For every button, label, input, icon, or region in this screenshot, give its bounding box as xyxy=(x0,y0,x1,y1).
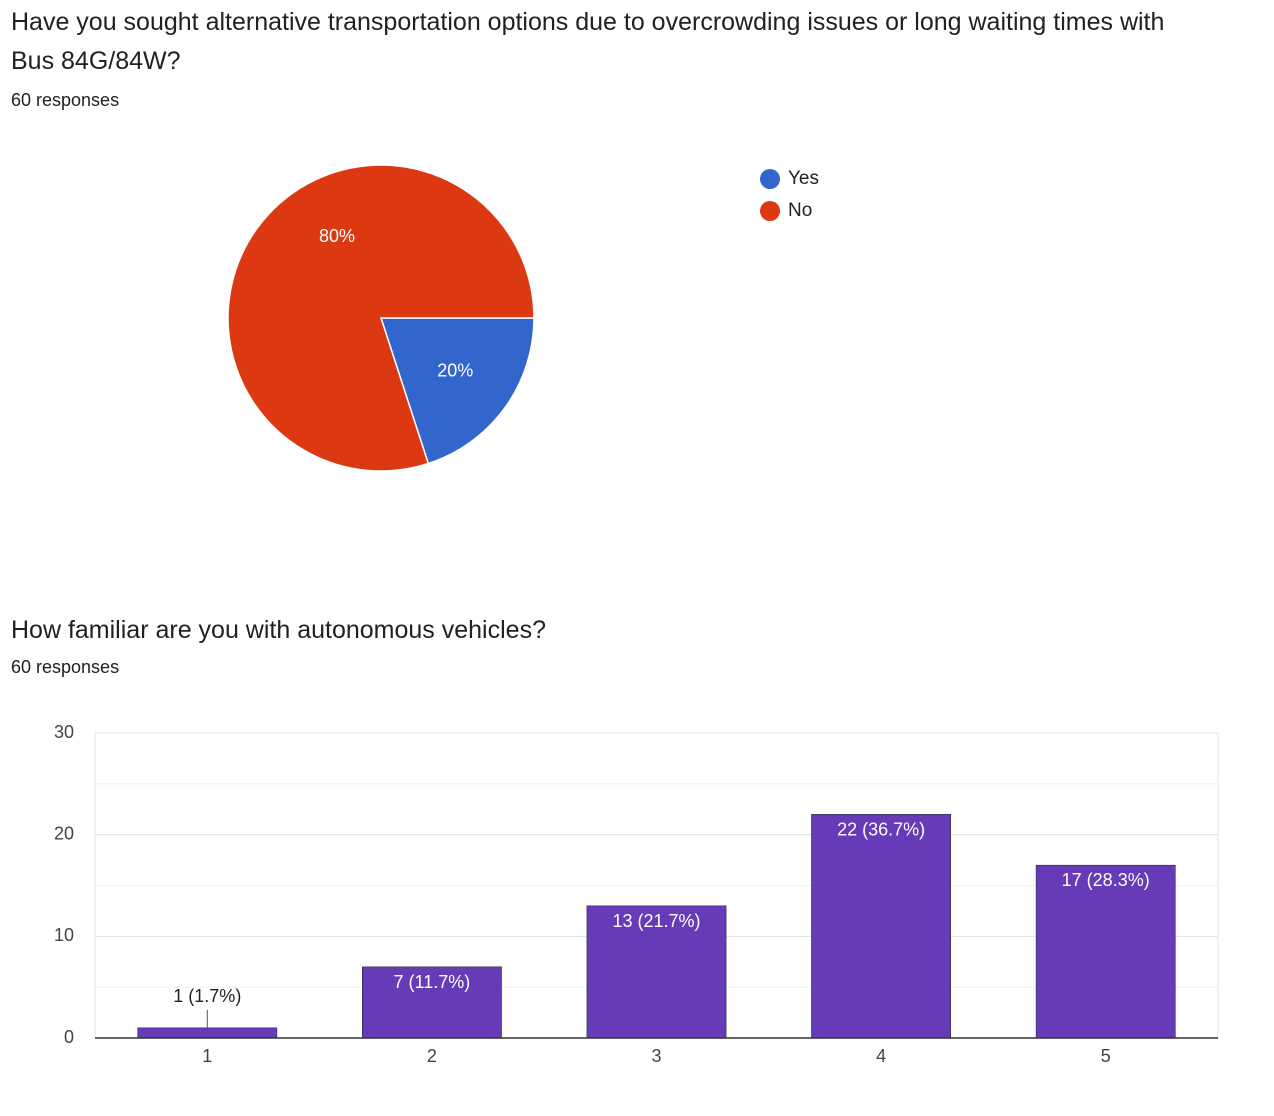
legend-label-no: No xyxy=(788,200,813,221)
x-tick-label: 2 xyxy=(427,1046,437,1066)
data-label-4: 22 (36.7%) xyxy=(837,819,925,839)
bar-4 xyxy=(811,814,951,1039)
y-tick-label: 30 xyxy=(54,722,74,742)
x-tick-label: 5 xyxy=(1101,1046,1111,1066)
legend-item-yes: Yes xyxy=(760,163,819,195)
pie-slice-yes xyxy=(379,317,535,465)
legend-item-no: No xyxy=(760,195,819,227)
data-label-5: 17 (28.3%) xyxy=(1062,870,1150,890)
y-tick-label: 0 xyxy=(64,1027,74,1047)
bar-3 xyxy=(586,905,727,1039)
x-tick-label: 1 xyxy=(202,1046,212,1066)
x-tick-label: 4 xyxy=(876,1046,886,1066)
pie-label-yes: 20% xyxy=(437,361,473,381)
bar-1 xyxy=(137,1027,278,1039)
y-tick-label: 20 xyxy=(54,823,74,843)
pie-label-no: 80% xyxy=(319,226,355,246)
bar-2 xyxy=(362,966,502,1039)
bar-chart-plot: 0 10 20 30 1 1 (1.7%) 2 7 (11.7%) 3 13 (21.7%) 4 22… xyxy=(54,722,1219,1066)
question-1-title: Have you sought alternative transportati… xyxy=(11,8,1165,75)
question-2-title: How familiar are you with autonomous veh… xyxy=(11,616,546,644)
legend-label-yes: Yes xyxy=(788,168,819,189)
bar-5 xyxy=(1035,864,1176,1039)
data-label-2: 7 (11.7%) xyxy=(394,972,471,992)
pie-slice-no xyxy=(227,164,535,472)
question-2-response-count: 60 responses xyxy=(11,657,120,677)
pie-chart: 20% 80% xyxy=(227,164,535,472)
data-label-3: 13 (21.7%) xyxy=(612,911,700,931)
y-tick-label: 10 xyxy=(54,925,74,945)
legend-swatch-yes xyxy=(760,169,780,189)
question-1-response-count: 60 responses xyxy=(11,90,120,110)
legend-swatch-no xyxy=(760,201,780,221)
pie-legend: Yes No xyxy=(760,163,819,227)
data-label-1: 1 (1.7%) xyxy=(173,986,241,1006)
x-tick-label: 3 xyxy=(651,1046,661,1066)
